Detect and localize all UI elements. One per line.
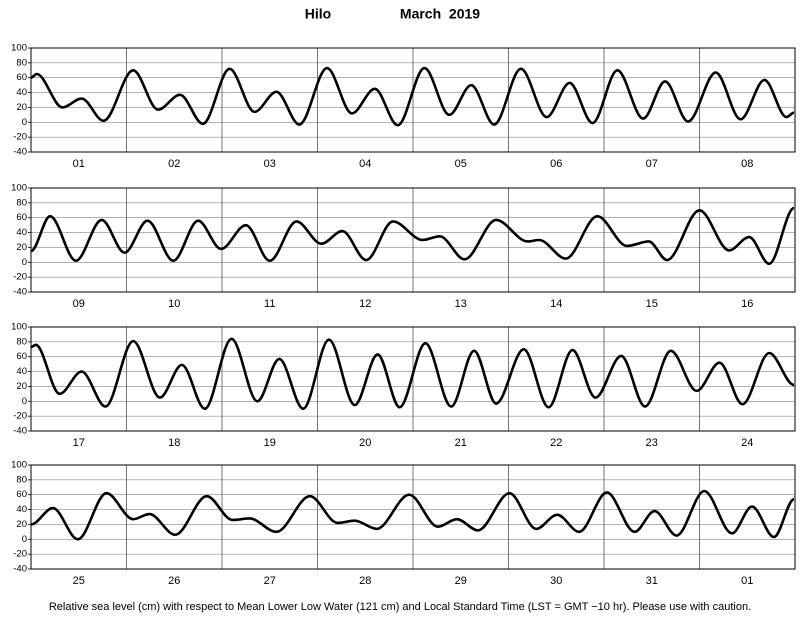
- y-tick-label: 40: [16, 87, 27, 98]
- day-label: 18: [168, 437, 180, 449]
- y-tick-label: 60: [16, 489, 27, 500]
- tide-curve: [30, 337, 795, 411]
- y-tick-label: 60: [16, 212, 27, 223]
- y-tick-label: -40: [13, 287, 27, 298]
- day-label: 15: [646, 298, 658, 310]
- day-label: 06: [550, 158, 562, 170]
- tide-curve: [30, 66, 795, 127]
- y-tick-label: 80: [16, 336, 27, 347]
- day-label: 26: [168, 575, 180, 587]
- day-label: 12: [359, 298, 371, 310]
- y-tick-label: 100: [11, 43, 27, 54]
- day-label: 08: [741, 158, 753, 170]
- plot-frame: [30, 326, 796, 432]
- day-label: 09: [73, 298, 85, 310]
- day-label: 23: [646, 437, 658, 449]
- day-label: 02: [168, 158, 180, 170]
- plot-frame: [30, 464, 796, 570]
- day-label: 19: [264, 437, 276, 449]
- y-tick-label: 0: [22, 117, 27, 128]
- day-label: 31: [646, 575, 658, 587]
- y-tick-label: 100: [11, 322, 27, 333]
- day-label: 21: [455, 437, 467, 449]
- y-tick-label: 0: [22, 534, 27, 545]
- y-tick-label: 0: [22, 257, 27, 268]
- day-label: 20: [359, 437, 371, 449]
- day-label: 10: [168, 298, 180, 310]
- y-tick-label: 100: [11, 183, 27, 194]
- day-label: 05: [455, 158, 467, 170]
- y-tick-label: -40: [13, 147, 27, 158]
- day-label: 25: [73, 575, 85, 587]
- y-tick-label: -40: [13, 564, 27, 575]
- period-title: March 2019: [400, 6, 480, 22]
- day-label: 29: [455, 575, 467, 587]
- y-tick-label: 60: [16, 351, 27, 362]
- plot-frame: [30, 47, 796, 153]
- y-tick-label: 40: [16, 227, 27, 238]
- y-tick-label: -20: [13, 411, 27, 422]
- y-tick-label: 100: [11, 460, 27, 471]
- footnote: Relative sea level (cm) with respect to …: [49, 601, 751, 613]
- y-tick-label: 20: [16, 519, 27, 530]
- tide-curve: [30, 489, 795, 541]
- day-label: 14: [550, 298, 562, 310]
- y-tick-label: -20: [13, 272, 27, 283]
- y-tick-label: 80: [16, 474, 27, 485]
- y-tick-label: 80: [16, 197, 27, 208]
- day-label: 11: [264, 298, 275, 310]
- day-label: 13: [455, 298, 467, 310]
- day-label: 01: [73, 158, 85, 170]
- y-tick-label: -20: [13, 549, 27, 560]
- day-label: 28: [359, 575, 371, 587]
- y-tick-label: 0: [22, 396, 27, 407]
- day-label: 17: [73, 437, 85, 449]
- tide-curve: [30, 206, 795, 266]
- day-label: 04: [359, 158, 371, 170]
- y-tick-label: 40: [16, 504, 27, 515]
- y-tick-label: 20: [16, 242, 27, 253]
- day-label: 01: [741, 575, 753, 587]
- y-tick-label: 80: [16, 57, 27, 68]
- y-tick-label: 60: [16, 72, 27, 83]
- y-tick-label: 20: [16, 102, 27, 113]
- y-tick-label: -40: [13, 426, 27, 437]
- day-label: 27: [264, 575, 276, 587]
- y-tick-label: -20: [13, 132, 27, 143]
- y-tick-label: 20: [16, 381, 27, 392]
- y-tick-label: 40: [16, 366, 27, 377]
- day-label: 24: [741, 437, 753, 449]
- day-label: 16: [741, 298, 753, 310]
- plot-frame: [30, 187, 796, 293]
- day-label: 07: [646, 158, 658, 170]
- day-label: 30: [550, 575, 562, 587]
- day-label: 22: [550, 437, 562, 449]
- station-title: Hilo: [305, 6, 331, 22]
- day-label: 03: [264, 158, 276, 170]
